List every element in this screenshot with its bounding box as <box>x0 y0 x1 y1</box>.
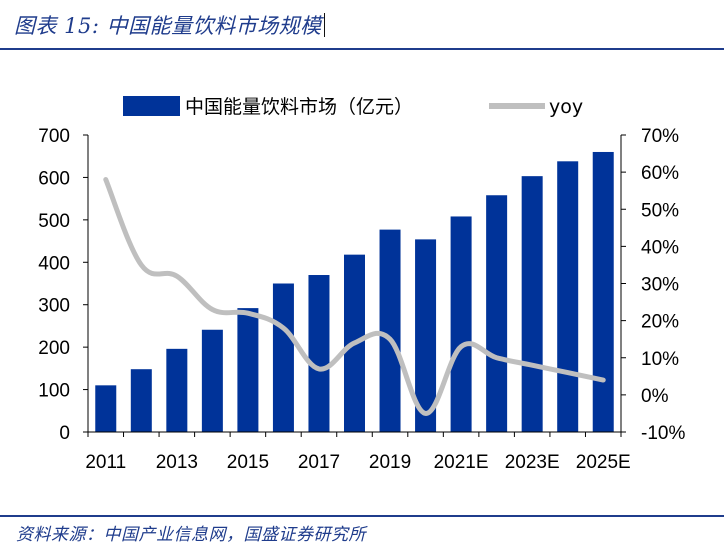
x-tick-label: 2019 <box>369 452 411 473</box>
bar-2024E <box>557 161 579 432</box>
right-tick-label: 50% <box>641 200 679 221</box>
bars-layer <box>95 151 614 432</box>
bar-2012 <box>130 369 152 432</box>
axes-layer: 0 100 200 300 400 500 600 700 -10% 0% 10% 20% 30% 40%… <box>38 126 685 473</box>
left-tick-label: 0 <box>59 423 70 444</box>
left-tick-label: 600 <box>38 168 70 189</box>
legend-line-label: yoy <box>549 96 583 118</box>
bar-2016 <box>272 283 294 432</box>
x-tick-label: 2017 <box>298 452 340 473</box>
yoy-line-layer <box>103 177 606 416</box>
text-cursor <box>323 13 325 37</box>
bar-2020 <box>415 239 437 432</box>
right-tick-label: 70% <box>641 126 679 147</box>
bar-2025E <box>592 151 614 432</box>
bar-2011 <box>95 385 117 432</box>
right-tick-label: 40% <box>641 237 679 258</box>
legend: 中国能量饮料市场（亿元） yoy <box>123 96 583 118</box>
bar-2019 <box>379 229 401 432</box>
left-tick-label: 500 <box>38 211 70 232</box>
legend-bar-label: 中国能量饮料市场（亿元） <box>185 96 413 118</box>
right-tick-label: 0% <box>641 386 669 407</box>
bar-2017 <box>308 275 330 432</box>
right-tick-label: 20% <box>641 312 679 333</box>
source-note: 资料来源：中国产业信息网，国盛证券研究所 <box>16 525 366 545</box>
title-rule <box>0 48 724 50</box>
left-tick-label: 700 <box>38 126 70 147</box>
bar-2015 <box>237 308 259 432</box>
right-tick-label: -10% <box>641 423 685 444</box>
chart-svg: 0 100 200 300 400 500 600 700 -10% 0% 10% 20% 30% 40%… <box>38 96 685 473</box>
left-tick-label: 400 <box>38 253 70 274</box>
bar-2014 <box>201 329 223 432</box>
bar-2023E <box>521 176 543 432</box>
x-tick-label: 2023E <box>505 452 560 473</box>
figure-title-text: 图表 15: 中国能量饮料市场规模 <box>14 14 322 38</box>
x-tick-label: 2011 <box>85 452 126 473</box>
left-tick-label: 100 <box>38 381 70 402</box>
left-tick-label: 300 <box>38 296 70 317</box>
left-tick-label: 200 <box>38 338 70 359</box>
right-tick-label: 60% <box>641 163 679 184</box>
x-tick-label: 2021E <box>434 452 489 473</box>
x-tick-label: 2015 <box>227 452 269 473</box>
yoy-line <box>103 177 606 416</box>
bar-2022E <box>486 195 508 432</box>
x-tick-label: 2025E <box>576 452 631 473</box>
figure-title: 图表 15: 中国能量饮料市场规模 <box>14 10 325 40</box>
bar-2021E <box>450 216 472 432</box>
right-tick-label: 30% <box>641 275 679 296</box>
legend-bar-swatch <box>123 96 180 116</box>
bar-2013 <box>166 348 188 432</box>
right-tick-label: 10% <box>641 349 679 370</box>
x-tick-label: 2013 <box>156 452 198 473</box>
source-rule <box>0 515 724 517</box>
